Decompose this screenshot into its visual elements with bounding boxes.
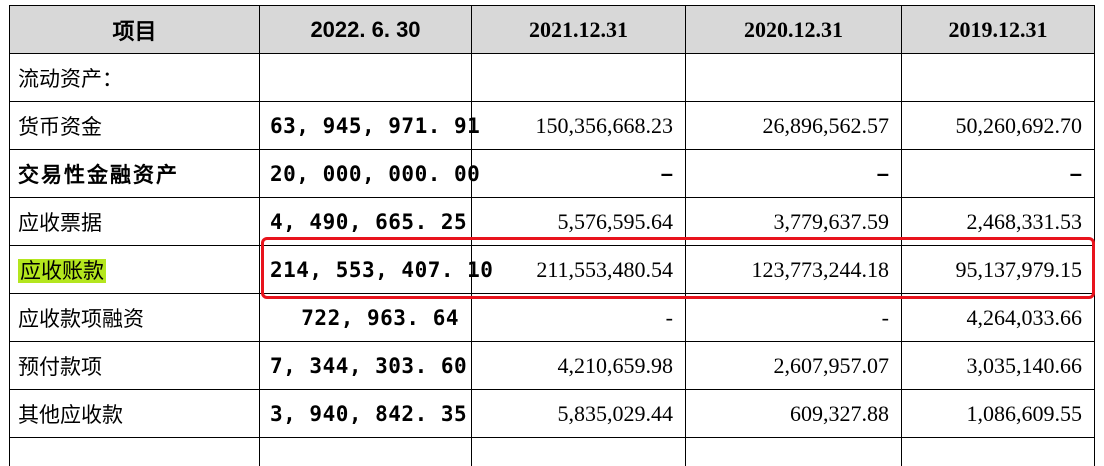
column-header-2020-12-31: 2020.12.31 <box>686 6 902 54</box>
table-row-highlighted: 应收账款 214, 553, 407. 10 211,553,480.54 12… <box>10 246 1095 294</box>
cell-2022 <box>260 54 472 102</box>
cell-2022: 20, 000, 000. 00 <box>260 150 472 198</box>
table-row: 应收票据 4, 490, 665. 25 5,576,595.64 3,779,… <box>10 198 1095 246</box>
cell-2021: 5,835,029.44 <box>472 390 686 438</box>
column-header-2019-12-31: 2019.12.31 <box>902 6 1095 54</box>
cell-2020: – <box>686 150 902 198</box>
cell-2022: 7, 344, 303. 60 <box>260 342 472 390</box>
cell-2021: 211,553,480.54 <box>472 246 686 294</box>
row-label: 交易性金融资产 <box>10 150 260 198</box>
row-label: 其他应收款 <box>10 390 260 438</box>
cell-2019: 4,264,033.66 <box>902 294 1095 342</box>
table-row-partial <box>10 438 1095 466</box>
cell-2019: 3,035,140.66 <box>902 342 1095 390</box>
row-label: 货币资金 <box>10 102 260 150</box>
empty-cell <box>472 438 686 466</box>
row-label: 流动资产： <box>10 54 260 102</box>
cell-2019: 50,260,692.70 <box>902 102 1095 150</box>
table-row: 应收款项融资 722, 963. 64 - - 4,264,033.66 <box>10 294 1095 342</box>
table-row: 流动资产： <box>10 54 1095 102</box>
cell-2022: 3, 940, 842. 35 <box>260 390 472 438</box>
row-label: 应收票据 <box>10 198 260 246</box>
table-row: 货币资金 63, 945, 971. 91 150,356,668.23 26,… <box>10 102 1095 150</box>
cell-2022: 63, 945, 971. 91 <box>260 102 472 150</box>
cell-2022: 722, 963. 64 <box>260 294 472 342</box>
column-header-2022-06-30: 2022. 6. 30 <box>260 6 472 54</box>
cell-2021: 150,356,668.23 <box>472 102 686 150</box>
highlighted-label: 应收账款 <box>18 259 106 283</box>
cell-2020: 123,773,244.18 <box>686 246 902 294</box>
table-row: 预付款项 7, 344, 303. 60 4,210,659.98 2,607,… <box>10 342 1095 390</box>
row-label: 预付款项 <box>10 342 260 390</box>
cell-2020: 2,607,957.07 <box>686 342 902 390</box>
cell-2020: 3,779,637.59 <box>686 198 902 246</box>
cell-2022: 4, 490, 665. 25 <box>260 198 472 246</box>
cell-2019: 95,137,979.15 <box>902 246 1095 294</box>
empty-cell <box>686 438 902 466</box>
balance-sheet-table: 项目 2022. 6. 30 2021.12.31 2020.12.31 201… <box>9 5 1095 466</box>
table-row: 其他应收款 3, 940, 842. 35 5,835,029.44 609,3… <box>10 390 1095 438</box>
cell-2022: 214, 553, 407. 10 <box>260 246 472 294</box>
empty-cell <box>260 438 472 466</box>
cell-2021: 4,210,659.98 <box>472 342 686 390</box>
cell-2019: – <box>902 150 1095 198</box>
column-header-2021-12-31: 2021.12.31 <box>472 6 686 54</box>
cell-2019: 2,468,331.53 <box>902 198 1095 246</box>
cell-2021: - <box>472 294 686 342</box>
empty-cell <box>902 438 1095 466</box>
cell-2019: 1,086,609.55 <box>902 390 1095 438</box>
cell-2020: 26,896,562.57 <box>686 102 902 150</box>
cell-2021 <box>472 54 686 102</box>
column-header-item: 项目 <box>10 6 260 54</box>
cell-2021: – <box>472 150 686 198</box>
cell-2021: 5,576,595.64 <box>472 198 686 246</box>
cell-2020 <box>686 54 902 102</box>
table-row: 交易性金融资产 20, 000, 000. 00 – – – <box>10 150 1095 198</box>
empty-cell <box>10 438 260 466</box>
cell-2020: - <box>686 294 902 342</box>
row-label: 应收款项融资 <box>10 294 260 342</box>
row-label: 应收账款 <box>10 246 260 294</box>
cell-2020: 609,327.88 <box>686 390 902 438</box>
header-row: 项目 2022. 6. 30 2021.12.31 2020.12.31 201… <box>10 6 1095 54</box>
cell-2019 <box>902 54 1095 102</box>
